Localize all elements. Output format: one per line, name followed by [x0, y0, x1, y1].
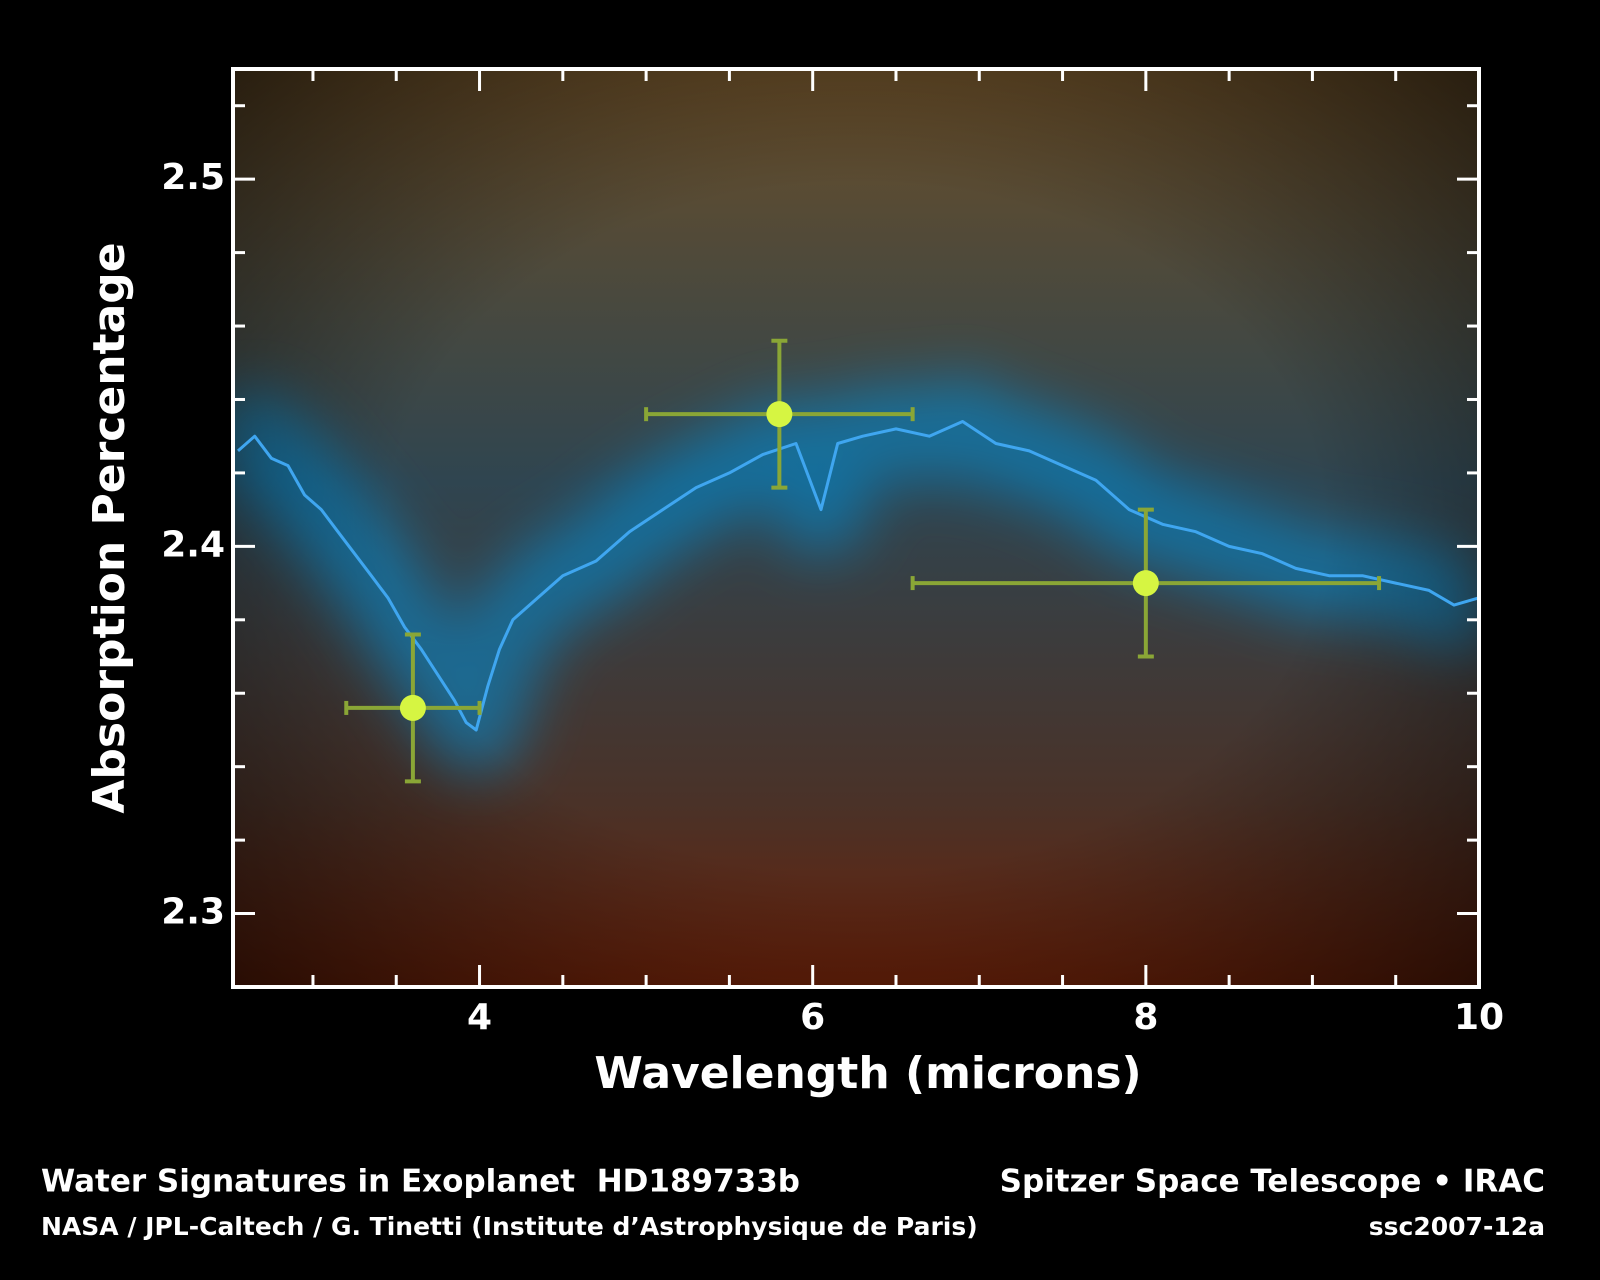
x-axis-label: Wavelength (microns) [594, 1048, 1141, 1099]
frame [231, 67, 1481, 989]
footer-title: Water Signatures in Exoplanet HD189733b [41, 1164, 800, 1200]
x-tick-label: 4 [467, 997, 492, 1038]
plot [237, 338, 1479, 784]
y-tick-label: 2.5 [161, 157, 225, 198]
footer-id: ssc2007-12a [1369, 1212, 1545, 1241]
x-tick-label: 6 [800, 997, 825, 1038]
y-tick-label: 2.3 [161, 892, 225, 933]
y-axis-label: Absorption Percentage [84, 242, 135, 813]
footer-credit: NASA / JPL-Caltech / G. Tinetti (Institu… [41, 1212, 978, 1241]
spectrum-line [237, 420, 1479, 732]
x-tick-label: 8 [1133, 997, 1158, 1038]
y-tick-label: 2.4 [161, 524, 225, 565]
x-tick-label: 10 [1454, 997, 1504, 1038]
vignette [233, 69, 1479, 987]
data-point [766, 401, 793, 428]
footer-instrument: Spitzer Space Telescope • IRAC [1000, 1164, 1545, 1200]
data-point [1132, 570, 1159, 597]
data-point [399, 694, 426, 721]
